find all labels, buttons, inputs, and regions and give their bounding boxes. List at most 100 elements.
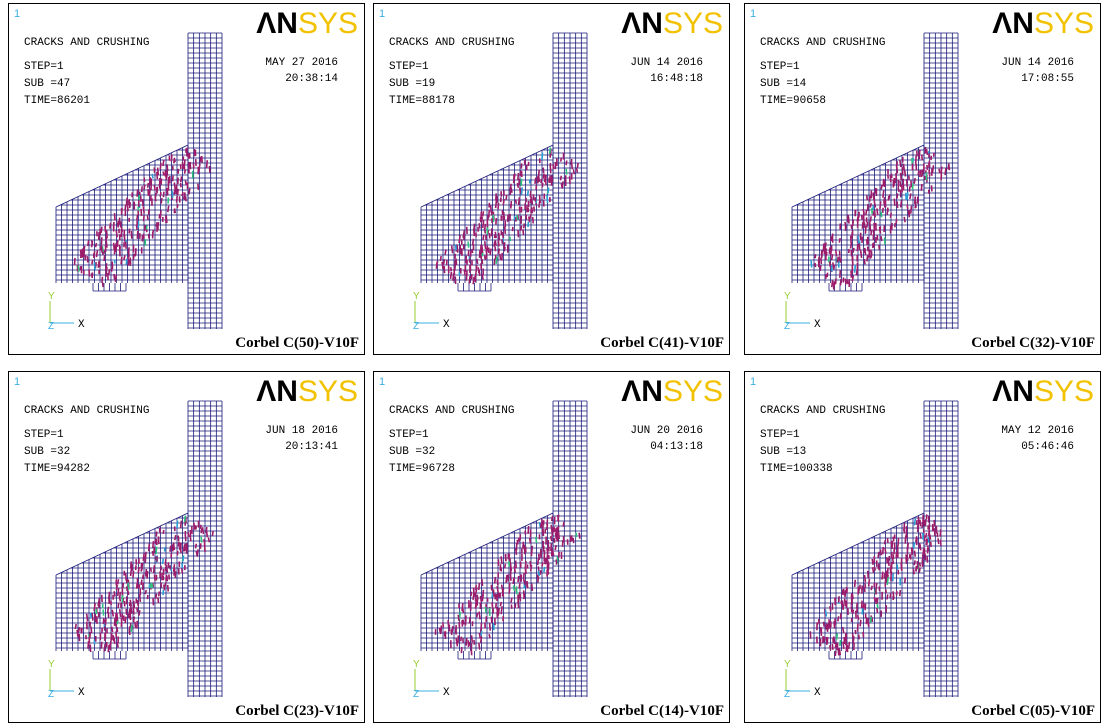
step: STEP=1 <box>24 61 64 73</box>
clock: 20:13:41 <box>285 441 338 453</box>
crack <box>440 628 441 634</box>
axis-x: X <box>78 687 85 699</box>
crack <box>871 231 872 236</box>
crack <box>128 590 129 595</box>
crack <box>914 560 915 565</box>
crack <box>827 626 828 632</box>
date: JUN 14 2016 <box>630 57 703 69</box>
crack <box>853 248 854 253</box>
crack <box>470 602 471 607</box>
crack <box>945 168 946 175</box>
crack <box>445 249 446 254</box>
plot-title: CRACKS AND CRUSHING <box>389 405 514 417</box>
crack <box>515 604 516 609</box>
crack <box>164 584 165 590</box>
crack <box>531 565 532 571</box>
crack <box>183 556 184 562</box>
crack <box>479 633 480 639</box>
crack <box>504 242 505 247</box>
crack <box>133 254 134 260</box>
crack <box>900 160 901 167</box>
crack <box>456 259 457 265</box>
crack <box>483 211 484 216</box>
crack <box>573 169 574 174</box>
crack <box>874 597 875 601</box>
axis-z: Z <box>48 689 54 700</box>
crack <box>930 535 931 540</box>
crack <box>502 232 503 238</box>
crack <box>573 538 574 543</box>
crack <box>884 573 885 579</box>
crack <box>922 155 923 161</box>
crack <box>212 531 213 536</box>
axis-x: X <box>78 319 85 331</box>
crack <box>498 608 499 616</box>
crack <box>137 215 138 220</box>
clock: 05:46:46 <box>1021 441 1074 453</box>
crack <box>166 575 167 581</box>
axis-y: Y <box>48 659 55 670</box>
crack <box>835 597 836 604</box>
crack <box>177 189 178 195</box>
crack <box>163 160 164 166</box>
crack <box>843 627 844 633</box>
crack <box>929 170 930 177</box>
crack <box>114 591 115 596</box>
crack <box>517 215 518 220</box>
crack <box>865 248 866 255</box>
crack <box>872 559 873 565</box>
ansys-logo: ΛNSYS <box>621 7 723 40</box>
plot-title: CRACKS AND CRUSHING <box>760 37 885 49</box>
crack <box>948 165 949 170</box>
crack <box>477 259 478 264</box>
crack <box>518 173 519 180</box>
crack <box>505 554 506 561</box>
crack <box>542 526 543 533</box>
crack <box>125 617 126 624</box>
ansys-logo: ΛNSYS <box>992 375 1094 408</box>
crack <box>859 634 860 639</box>
crack <box>823 622 824 627</box>
crack <box>911 206 912 214</box>
logo-light: SYS <box>663 7 723 40</box>
crack <box>524 223 525 228</box>
axis-x: X <box>814 319 821 331</box>
crack <box>142 563 143 570</box>
crack <box>542 562 543 566</box>
crack <box>499 249 500 254</box>
crack <box>886 571 887 578</box>
crack <box>481 596 482 602</box>
ansys-panel: 1CRACKS AND CRUSHINGSTEP=1SUB =32TIME=96… <box>373 371 730 723</box>
date: JUN 14 2016 <box>1001 57 1074 69</box>
window-index: 1 <box>379 376 385 388</box>
crack <box>493 589 494 597</box>
crack <box>927 149 928 155</box>
crack <box>119 218 120 225</box>
crack <box>864 223 865 228</box>
crack <box>561 158 562 162</box>
crack <box>477 613 478 617</box>
crack <box>88 641 89 649</box>
crack <box>847 279 848 284</box>
crack <box>155 197 156 201</box>
crack <box>531 207 532 213</box>
crack <box>516 548 517 555</box>
crack <box>877 608 878 613</box>
crack <box>521 226 522 231</box>
crack <box>131 625 132 632</box>
crack <box>135 622 136 628</box>
crack <box>542 153 543 160</box>
crack <box>865 226 866 234</box>
crack <box>497 594 498 601</box>
crack <box>890 175 891 182</box>
crack <box>535 178 536 184</box>
crack <box>127 203 128 211</box>
crack <box>852 275 853 281</box>
crack <box>897 193 898 198</box>
crack <box>533 217 534 224</box>
crack <box>112 610 113 617</box>
logo-light: SYS <box>298 375 358 408</box>
clock: 20:38:14 <box>285 73 338 85</box>
crack <box>125 204 126 210</box>
crack <box>163 192 164 197</box>
